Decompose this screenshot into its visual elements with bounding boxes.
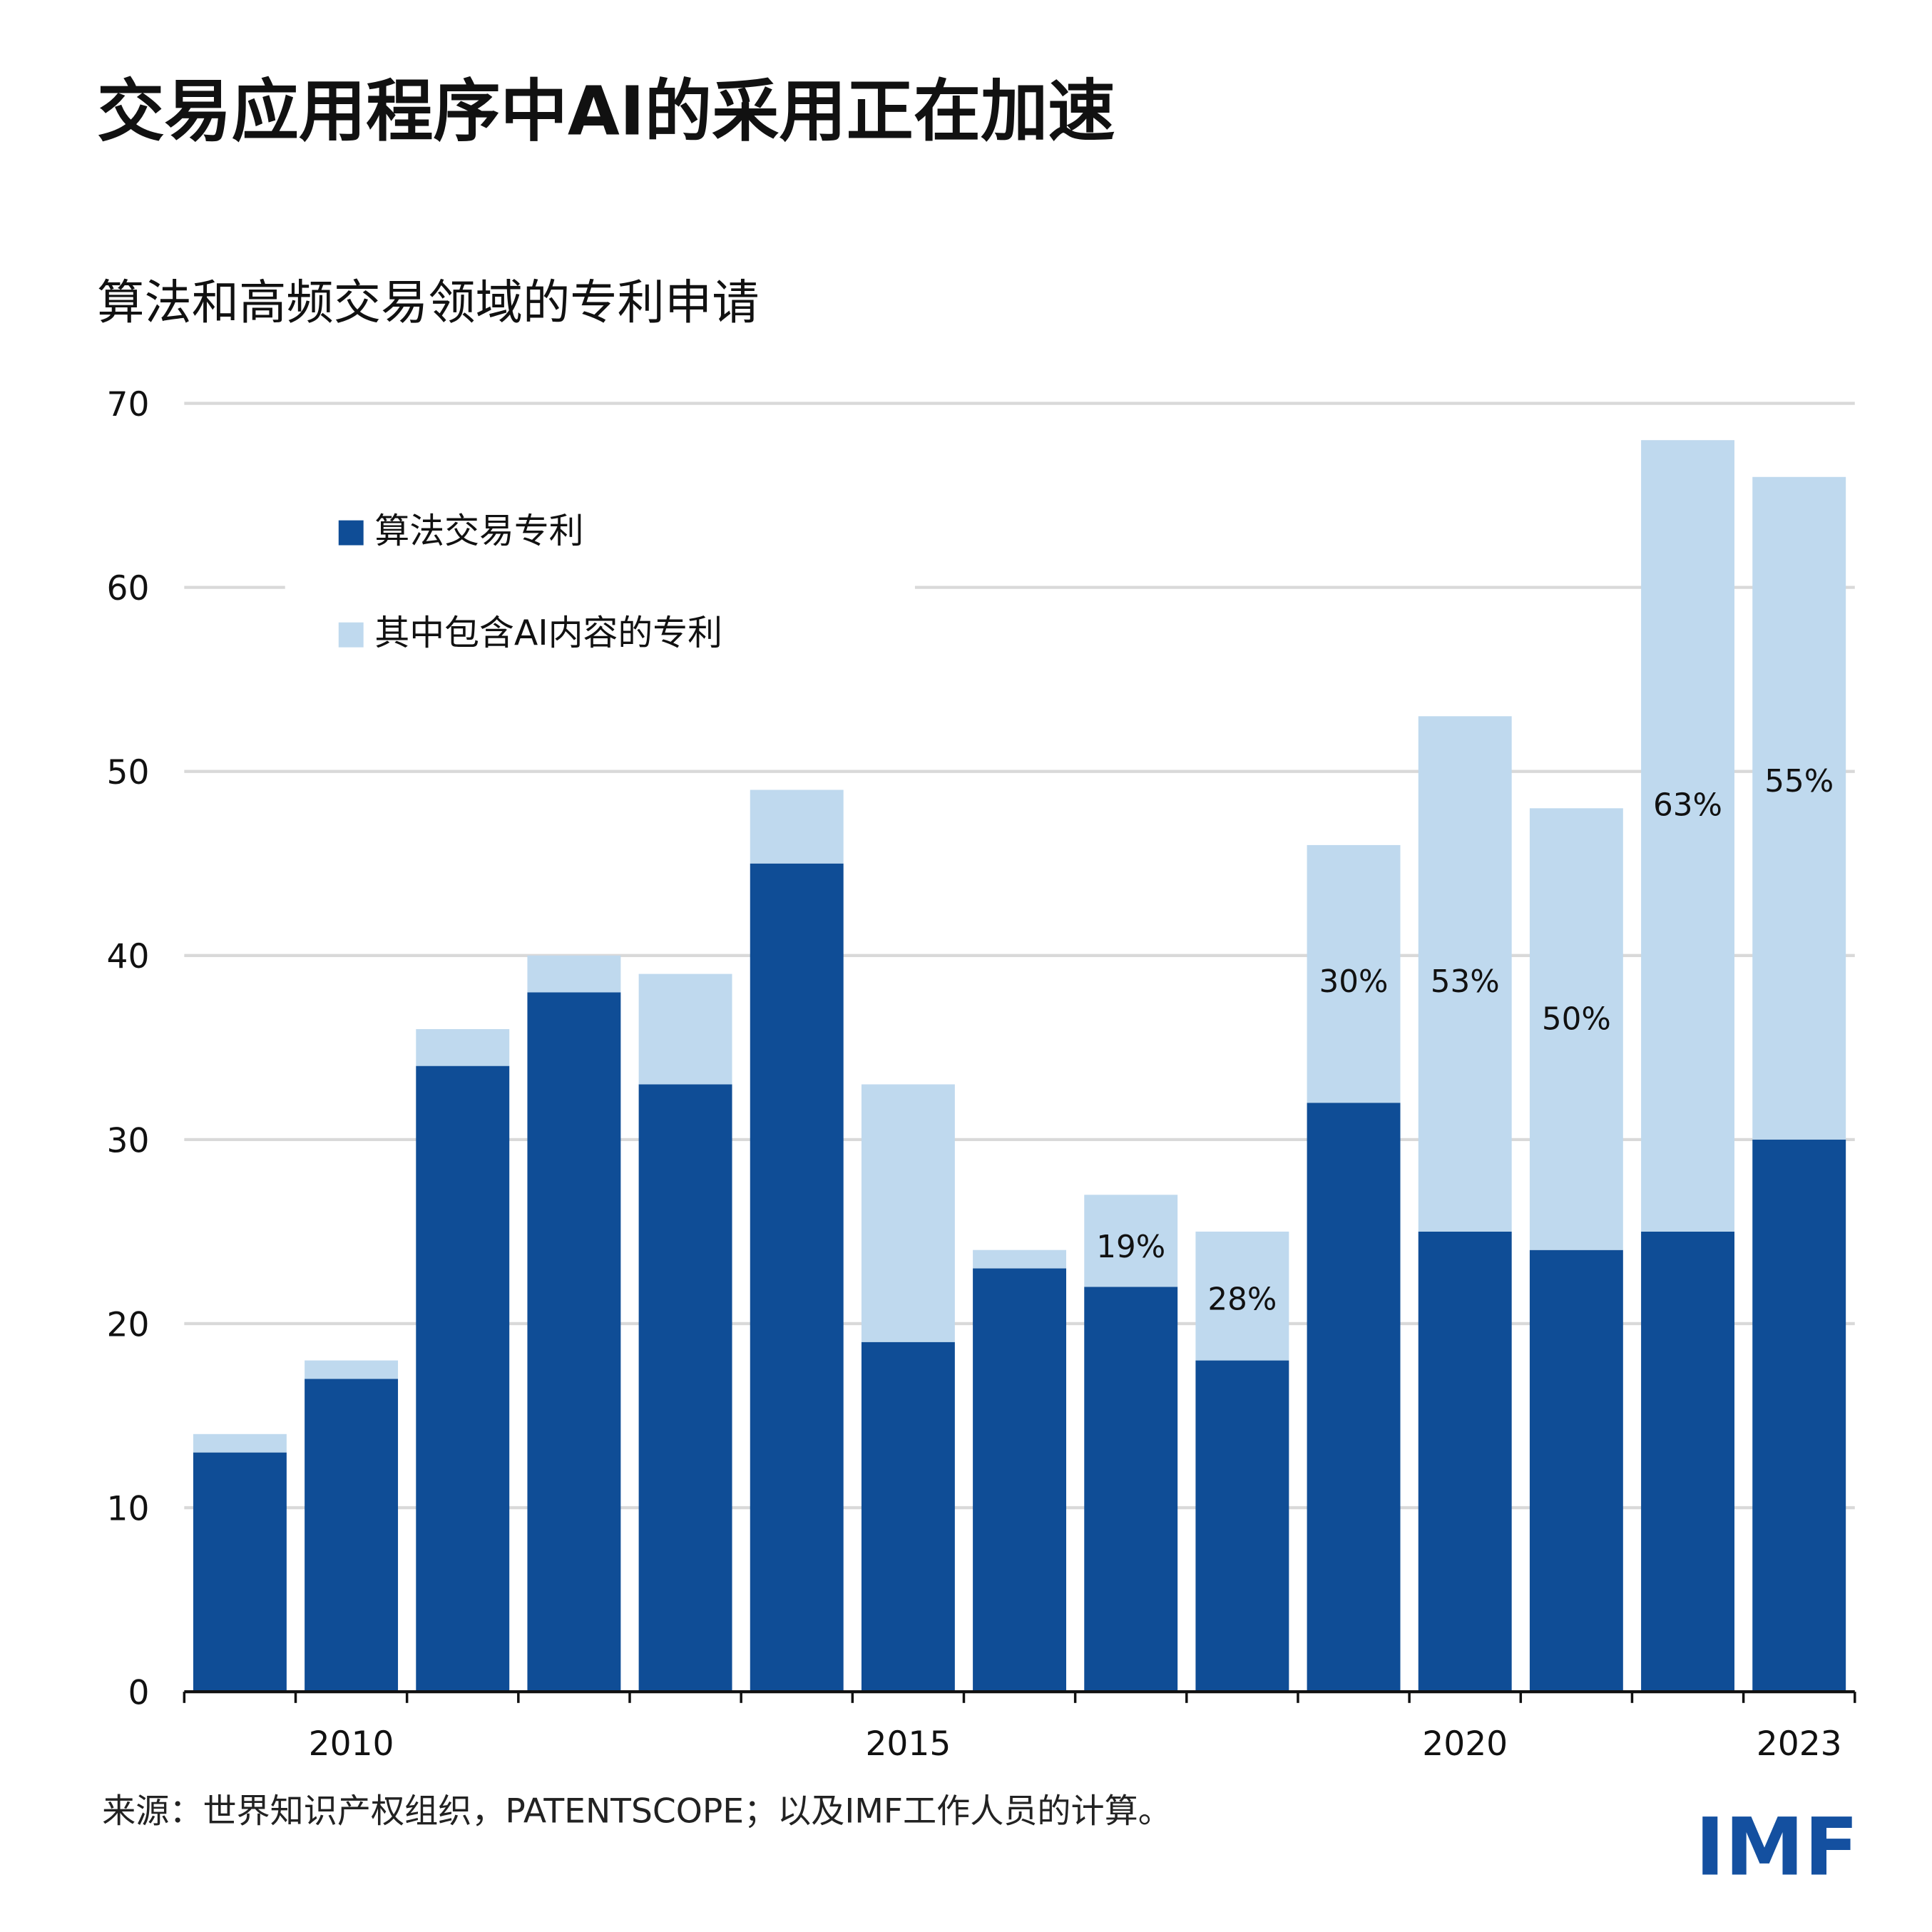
axes: 0 10 20 30 40 50 60 70 2010 2015 2020 2023 xyxy=(107,385,1856,1764)
legend-swatch-ai xyxy=(338,622,364,648)
chart-title: 交易应用程序中AI的采用正在加速 xyxy=(97,73,1115,151)
bar-algo-2019 xyxy=(1307,1103,1401,1692)
y-tick-label: 70 xyxy=(107,385,150,424)
bar-algo-2017 xyxy=(1084,1287,1178,1692)
bar-algo-2016 xyxy=(973,1268,1067,1692)
data-label-2022: 63% xyxy=(1653,787,1722,823)
x-tick-label: 2010 xyxy=(309,1724,394,1764)
data-label-2019: 30% xyxy=(1319,964,1389,1000)
bar-ai-2010 xyxy=(305,1360,399,1379)
legend-background xyxy=(285,491,915,666)
data-label-2018: 28% xyxy=(1207,1282,1277,1317)
x-tick-label: 2015 xyxy=(865,1724,951,1764)
bar-ai-2012 xyxy=(527,955,621,993)
bar-algo-2015 xyxy=(861,1341,955,1692)
bar-ai-2016 xyxy=(973,1249,1067,1269)
bar-ai-2019 xyxy=(1307,844,1401,1103)
bar-ai-2015 xyxy=(861,1084,955,1342)
bar-ai-2020 xyxy=(1418,716,1512,1232)
bar-algo-2012 xyxy=(527,992,621,1692)
legend: 算法交易专利 其中包含AI内容的专利 xyxy=(338,511,722,653)
bar-algo-2013 xyxy=(638,1084,732,1692)
y-tick-label: 40 xyxy=(107,937,150,976)
imf-logo: IMF xyxy=(1695,1801,1859,1894)
bars: 19% 28% 30% 53% 50% 63% 55% xyxy=(193,440,1846,1692)
bar-ai-2011 xyxy=(416,1029,510,1066)
bar-ai-2013 xyxy=(638,973,732,1085)
bar-algo-2018 xyxy=(1195,1360,1289,1692)
y-tick-label: 0 xyxy=(128,1674,149,1713)
bar-algo-2021 xyxy=(1529,1249,1623,1692)
legend-label-algo: 算法交易专利 xyxy=(374,511,583,551)
bar-ai-2017 xyxy=(1084,1195,1178,1287)
y-tick-label: 50 xyxy=(107,753,150,792)
bar-algo-2009 xyxy=(193,1452,287,1692)
y-tick-label: 10 xyxy=(107,1489,150,1528)
y-tick-label: 30 xyxy=(107,1121,150,1160)
bar-algo-2010 xyxy=(305,1379,399,1692)
y-tick-label: 20 xyxy=(107,1305,150,1344)
bar-algo-2022 xyxy=(1641,1231,1734,1692)
bar-ai-2009 xyxy=(193,1433,287,1453)
bar-ai-2022 xyxy=(1641,440,1734,1232)
bar-algo-2023 xyxy=(1752,1139,1846,1692)
y-tick-label: 60 xyxy=(107,569,150,608)
data-label-2023: 55% xyxy=(1764,764,1834,799)
bar-ai-2014 xyxy=(750,789,844,864)
bar-algo-2011 xyxy=(416,1065,510,1692)
legend-label-ai: 其中包含AI内容的专利 xyxy=(374,613,722,653)
source-note: 来源：世界知识产权组织，PATENTSCOPE；以及IMF工作人员的计算。 xyxy=(102,1792,1172,1831)
chart-subtitle: 算法和高频交易领域的专利申请 xyxy=(97,275,759,330)
data-label-2021: 50% xyxy=(1542,1002,1611,1038)
x-tick-label: 2023 xyxy=(1757,1724,1842,1764)
bar-algo-2020 xyxy=(1418,1231,1512,1692)
bar-ai-2021 xyxy=(1529,808,1623,1250)
bar-ai-2018 xyxy=(1195,1231,1289,1361)
bar-ai-2023 xyxy=(1752,476,1846,1140)
data-label-2020: 53% xyxy=(1431,964,1500,1000)
legend-swatch-algo xyxy=(338,520,364,546)
data-label-2017: 19% xyxy=(1096,1230,1165,1265)
bar-algo-2014 xyxy=(750,863,844,1692)
x-tick-label: 2020 xyxy=(1422,1724,1508,1764)
